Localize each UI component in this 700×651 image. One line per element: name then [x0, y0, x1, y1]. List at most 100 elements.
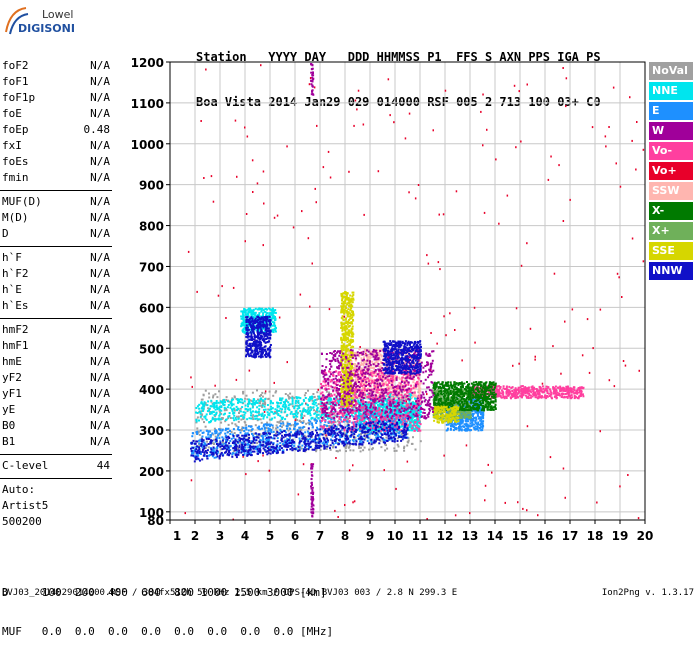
echo-point	[265, 409, 267, 411]
echo-point	[208, 446, 210, 448]
echo-point	[301, 403, 303, 405]
echo-point	[409, 429, 411, 431]
echo-point	[308, 237, 310, 239]
echo-point	[292, 399, 294, 401]
echo-point	[272, 308, 274, 310]
echo-point	[270, 406, 272, 408]
echo-point	[275, 331, 277, 333]
echo-point	[407, 442, 409, 444]
echo-point	[363, 214, 365, 216]
echo-point	[204, 403, 206, 405]
echo-point	[451, 424, 453, 426]
echo-point	[307, 404, 309, 406]
echo-point	[218, 402, 220, 404]
echo-point	[330, 398, 332, 400]
echo-point	[212, 395, 214, 397]
echo-point	[301, 413, 303, 415]
echo-point	[247, 309, 249, 311]
echo-point	[246, 418, 248, 420]
echo-point	[309, 83, 311, 85]
echo-point	[254, 312, 256, 314]
echo-point	[510, 396, 512, 398]
echo-point	[252, 392, 254, 394]
echo-point	[214, 393, 216, 395]
echo-point	[285, 404, 287, 406]
echo-point	[291, 397, 293, 399]
echo-point	[393, 447, 395, 449]
echo-point	[360, 364, 362, 366]
echo-point	[203, 408, 205, 410]
echo-point	[207, 407, 209, 409]
echo-point	[249, 370, 251, 372]
echo-point	[313, 401, 315, 403]
echo-point	[354, 363, 356, 365]
echo-point	[592, 347, 594, 349]
echo-point	[484, 212, 486, 214]
echo-point	[542, 385, 544, 387]
echo-point	[236, 409, 238, 411]
echo-point	[352, 449, 354, 451]
echo-point	[288, 404, 290, 406]
echo-point	[398, 446, 400, 448]
echo-point	[337, 516, 339, 518]
echo-point	[249, 408, 251, 410]
echo-point	[455, 514, 457, 516]
echo-point	[356, 108, 358, 110]
echo-point	[236, 176, 238, 178]
echo-point	[643, 149, 645, 151]
echo-point	[300, 294, 302, 296]
echo-point	[197, 416, 199, 418]
echo-point	[443, 315, 445, 317]
echo-point	[519, 90, 521, 92]
echo-point	[609, 379, 611, 381]
echo-point	[482, 416, 484, 418]
echo-point	[260, 439, 262, 441]
echo-point	[521, 265, 523, 267]
echo-point	[245, 240, 247, 242]
echo-point	[395, 407, 397, 409]
echo-point	[272, 325, 274, 327]
echo-point	[259, 446, 261, 448]
echo-point	[288, 396, 290, 398]
echo-point	[244, 400, 246, 402]
echo-point	[200, 416, 202, 418]
echo-point	[534, 359, 536, 361]
echo-point	[475, 417, 477, 419]
echo-point	[537, 514, 539, 516]
echo-point	[229, 430, 231, 432]
echo-point	[185, 512, 187, 514]
echo-point	[589, 372, 591, 374]
echo-point	[313, 406, 315, 408]
echo-point	[310, 406, 312, 408]
echo-point	[196, 420, 198, 422]
echo-point	[277, 413, 279, 415]
echo-point	[208, 397, 210, 399]
echo-point	[220, 422, 222, 424]
echo-point	[188, 251, 190, 253]
echo-point	[482, 144, 484, 146]
echo-point	[443, 213, 445, 215]
echo-point	[359, 441, 361, 443]
echo-point	[302, 422, 304, 424]
echo-point	[205, 415, 207, 417]
echo-point	[325, 434, 327, 436]
echo-point	[251, 313, 253, 315]
echo-point	[262, 312, 264, 314]
echo-point	[309, 438, 311, 440]
echo-point	[282, 397, 284, 399]
echo-point	[614, 385, 616, 387]
echo-point	[297, 400, 299, 402]
echo-point	[266, 309, 268, 311]
echo-point	[542, 383, 544, 385]
echo-point	[257, 460, 259, 462]
echo-point	[205, 69, 207, 71]
echo-point	[214, 385, 216, 387]
echo-point	[286, 428, 288, 430]
echo-point	[232, 412, 234, 414]
echo-point	[563, 220, 565, 222]
echo-point	[269, 425, 271, 427]
echo-point	[277, 427, 279, 429]
echo-point	[203, 432, 205, 434]
echo-point	[255, 424, 257, 426]
echo-point	[314, 412, 316, 414]
